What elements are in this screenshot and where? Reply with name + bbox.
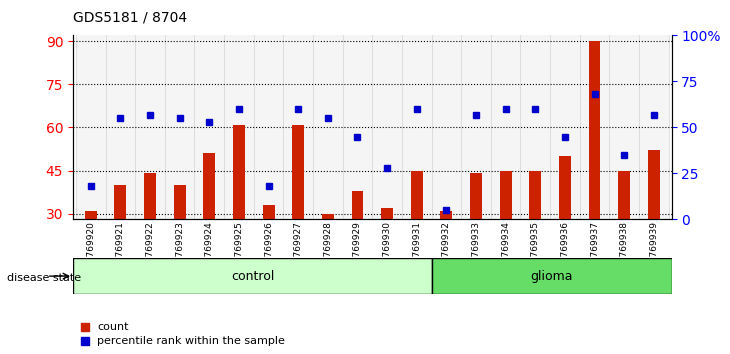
FancyBboxPatch shape xyxy=(550,35,580,219)
FancyBboxPatch shape xyxy=(639,35,669,219)
FancyBboxPatch shape xyxy=(313,35,342,219)
FancyBboxPatch shape xyxy=(165,35,194,219)
Bar xyxy=(85,211,96,219)
Bar xyxy=(440,211,453,219)
FancyBboxPatch shape xyxy=(254,35,283,219)
FancyBboxPatch shape xyxy=(610,35,639,219)
Bar xyxy=(588,41,601,219)
Text: disease state: disease state xyxy=(7,273,82,283)
FancyBboxPatch shape xyxy=(135,35,165,219)
Bar xyxy=(292,125,304,219)
FancyBboxPatch shape xyxy=(106,35,135,219)
Text: glioma: glioma xyxy=(531,270,573,282)
FancyBboxPatch shape xyxy=(194,35,224,219)
FancyBboxPatch shape xyxy=(283,35,313,219)
Bar xyxy=(144,173,156,219)
FancyBboxPatch shape xyxy=(491,35,520,219)
FancyBboxPatch shape xyxy=(461,35,491,219)
Bar xyxy=(115,185,126,219)
Text: percentile rank within the sample: percentile rank within the sample xyxy=(97,336,285,346)
Bar xyxy=(352,191,364,219)
Bar xyxy=(322,214,334,219)
FancyBboxPatch shape xyxy=(372,35,402,219)
Text: control: control xyxy=(231,270,274,282)
Bar xyxy=(470,173,482,219)
FancyBboxPatch shape xyxy=(580,35,610,219)
FancyBboxPatch shape xyxy=(402,35,431,219)
Bar xyxy=(618,171,630,219)
Text: count: count xyxy=(97,322,128,332)
FancyBboxPatch shape xyxy=(342,35,372,219)
Text: GDS5181 / 8704: GDS5181 / 8704 xyxy=(73,11,187,25)
Bar xyxy=(411,171,423,219)
FancyBboxPatch shape xyxy=(76,35,106,219)
FancyBboxPatch shape xyxy=(431,35,461,219)
FancyBboxPatch shape xyxy=(224,35,254,219)
Bar xyxy=(204,153,215,219)
FancyBboxPatch shape xyxy=(520,35,550,219)
Bar xyxy=(174,185,185,219)
Bar xyxy=(529,171,541,219)
Bar xyxy=(559,156,571,219)
Bar xyxy=(381,208,393,219)
FancyBboxPatch shape xyxy=(73,258,432,294)
Bar xyxy=(233,125,245,219)
Bar xyxy=(500,171,512,219)
Bar xyxy=(648,150,660,219)
Bar xyxy=(263,205,274,219)
FancyBboxPatch shape xyxy=(432,258,672,294)
